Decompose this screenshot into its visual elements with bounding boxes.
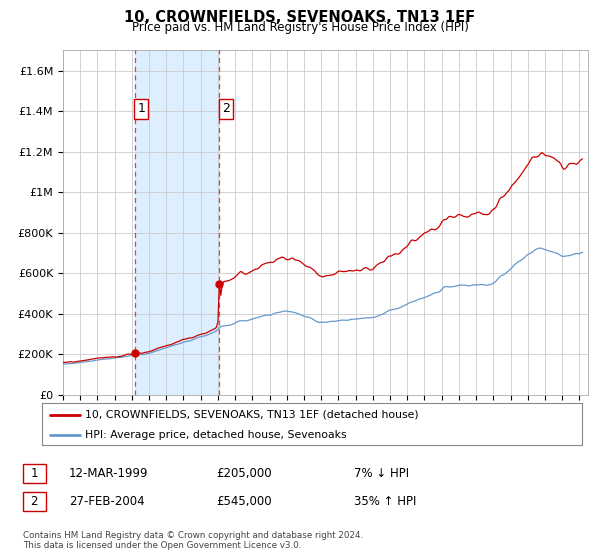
- Text: 12-MAR-1999: 12-MAR-1999: [69, 466, 149, 480]
- Text: 7% ↓ HPI: 7% ↓ HPI: [354, 466, 409, 480]
- Text: 2: 2: [31, 494, 38, 508]
- Text: 10, CROWNFIELDS, SEVENOAKS, TN13 1EF: 10, CROWNFIELDS, SEVENOAKS, TN13 1EF: [124, 10, 476, 25]
- Text: 1: 1: [137, 102, 145, 115]
- Text: £205,000: £205,000: [216, 466, 272, 480]
- Bar: [135, 50, 220, 395]
- Text: Price paid vs. HM Land Registry's House Price Index (HPI): Price paid vs. HM Land Registry's House …: [131, 21, 469, 34]
- Text: 2: 2: [222, 102, 230, 115]
- Text: 10, CROWNFIELDS, SEVENOAKS, TN13 1EF (detached house): 10, CROWNFIELDS, SEVENOAKS, TN13 1EF (de…: [85, 410, 419, 420]
- Text: £545,000: £545,000: [216, 494, 272, 508]
- Text: 35% ↑ HPI: 35% ↑ HPI: [354, 494, 416, 508]
- Text: 1: 1: [31, 466, 38, 480]
- Text: HPI: Average price, detached house, Sevenoaks: HPI: Average price, detached house, Seve…: [85, 430, 347, 440]
- Text: Contains HM Land Registry data © Crown copyright and database right 2024.
This d: Contains HM Land Registry data © Crown c…: [23, 531, 363, 550]
- Text: 27-FEB-2004: 27-FEB-2004: [69, 494, 145, 508]
